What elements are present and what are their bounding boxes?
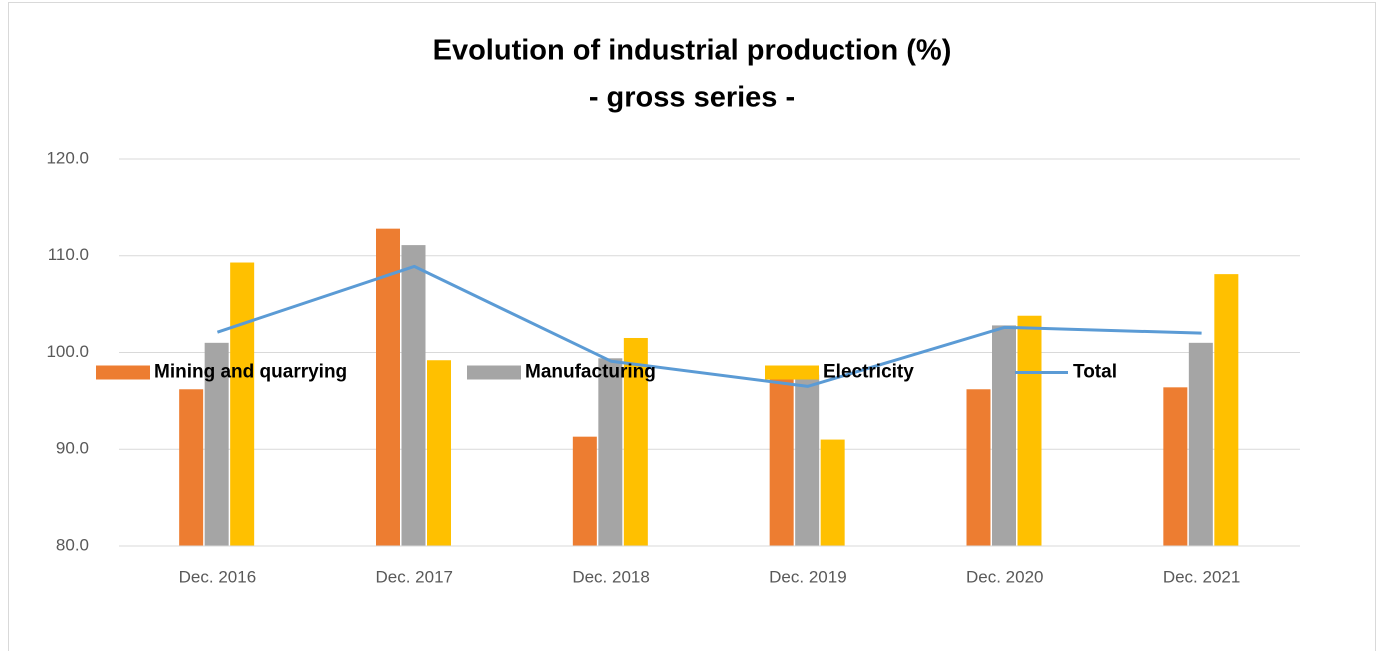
x-tick-label: Dec. 2020	[966, 567, 1044, 586]
bar	[230, 262, 255, 546]
legend-swatch	[467, 365, 521, 380]
chart-title: Evolution of industrial production (%)	[433, 35, 952, 67]
bar	[427, 360, 451, 546]
y-tick-label: 80.0	[56, 535, 89, 554]
x-tick-label: Dec. 2019	[769, 567, 847, 586]
line	[216, 264, 1202, 388]
chart-frame	[8, 2, 1376, 651]
bar	[598, 358, 623, 546]
legend-label: Mining and quarrying	[154, 362, 347, 383]
legend-label: Manufacturing	[525, 362, 656, 383]
bar	[179, 389, 204, 546]
bar	[623, 337, 648, 546]
bar	[966, 389, 991, 546]
legend-swatch	[765, 365, 819, 380]
chart-subtitle: - gross series -	[589, 82, 795, 114]
x-tick-label: Dec. 2021	[1163, 567, 1241, 586]
y-tick-label: 110.0	[48, 245, 89, 264]
bar	[820, 439, 845, 546]
bar	[1017, 315, 1042, 546]
bar	[1188, 342, 1213, 546]
bar	[1214, 274, 1239, 546]
bar	[376, 228, 400, 546]
bar	[1163, 387, 1188, 546]
y-tick-label: 100.0	[46, 342, 89, 361]
bar	[769, 375, 794, 546]
bar	[992, 325, 1016, 546]
x-tick-label: Dec. 2017	[376, 567, 454, 586]
legend-label: Electricity	[823, 362, 914, 383]
bar	[795, 374, 820, 546]
x-tick-label: Dec. 2016	[179, 567, 257, 586]
bar	[204, 342, 229, 546]
legend-label: Total	[1073, 362, 1117, 383]
y-tick-label: 120.0	[46, 148, 89, 167]
y-tick-label: 90.0	[56, 439, 89, 458]
x-tick-label: Dec. 2018	[572, 567, 650, 586]
bar	[572, 436, 597, 546]
bar	[401, 245, 426, 547]
legend-swatch	[96, 365, 150, 380]
